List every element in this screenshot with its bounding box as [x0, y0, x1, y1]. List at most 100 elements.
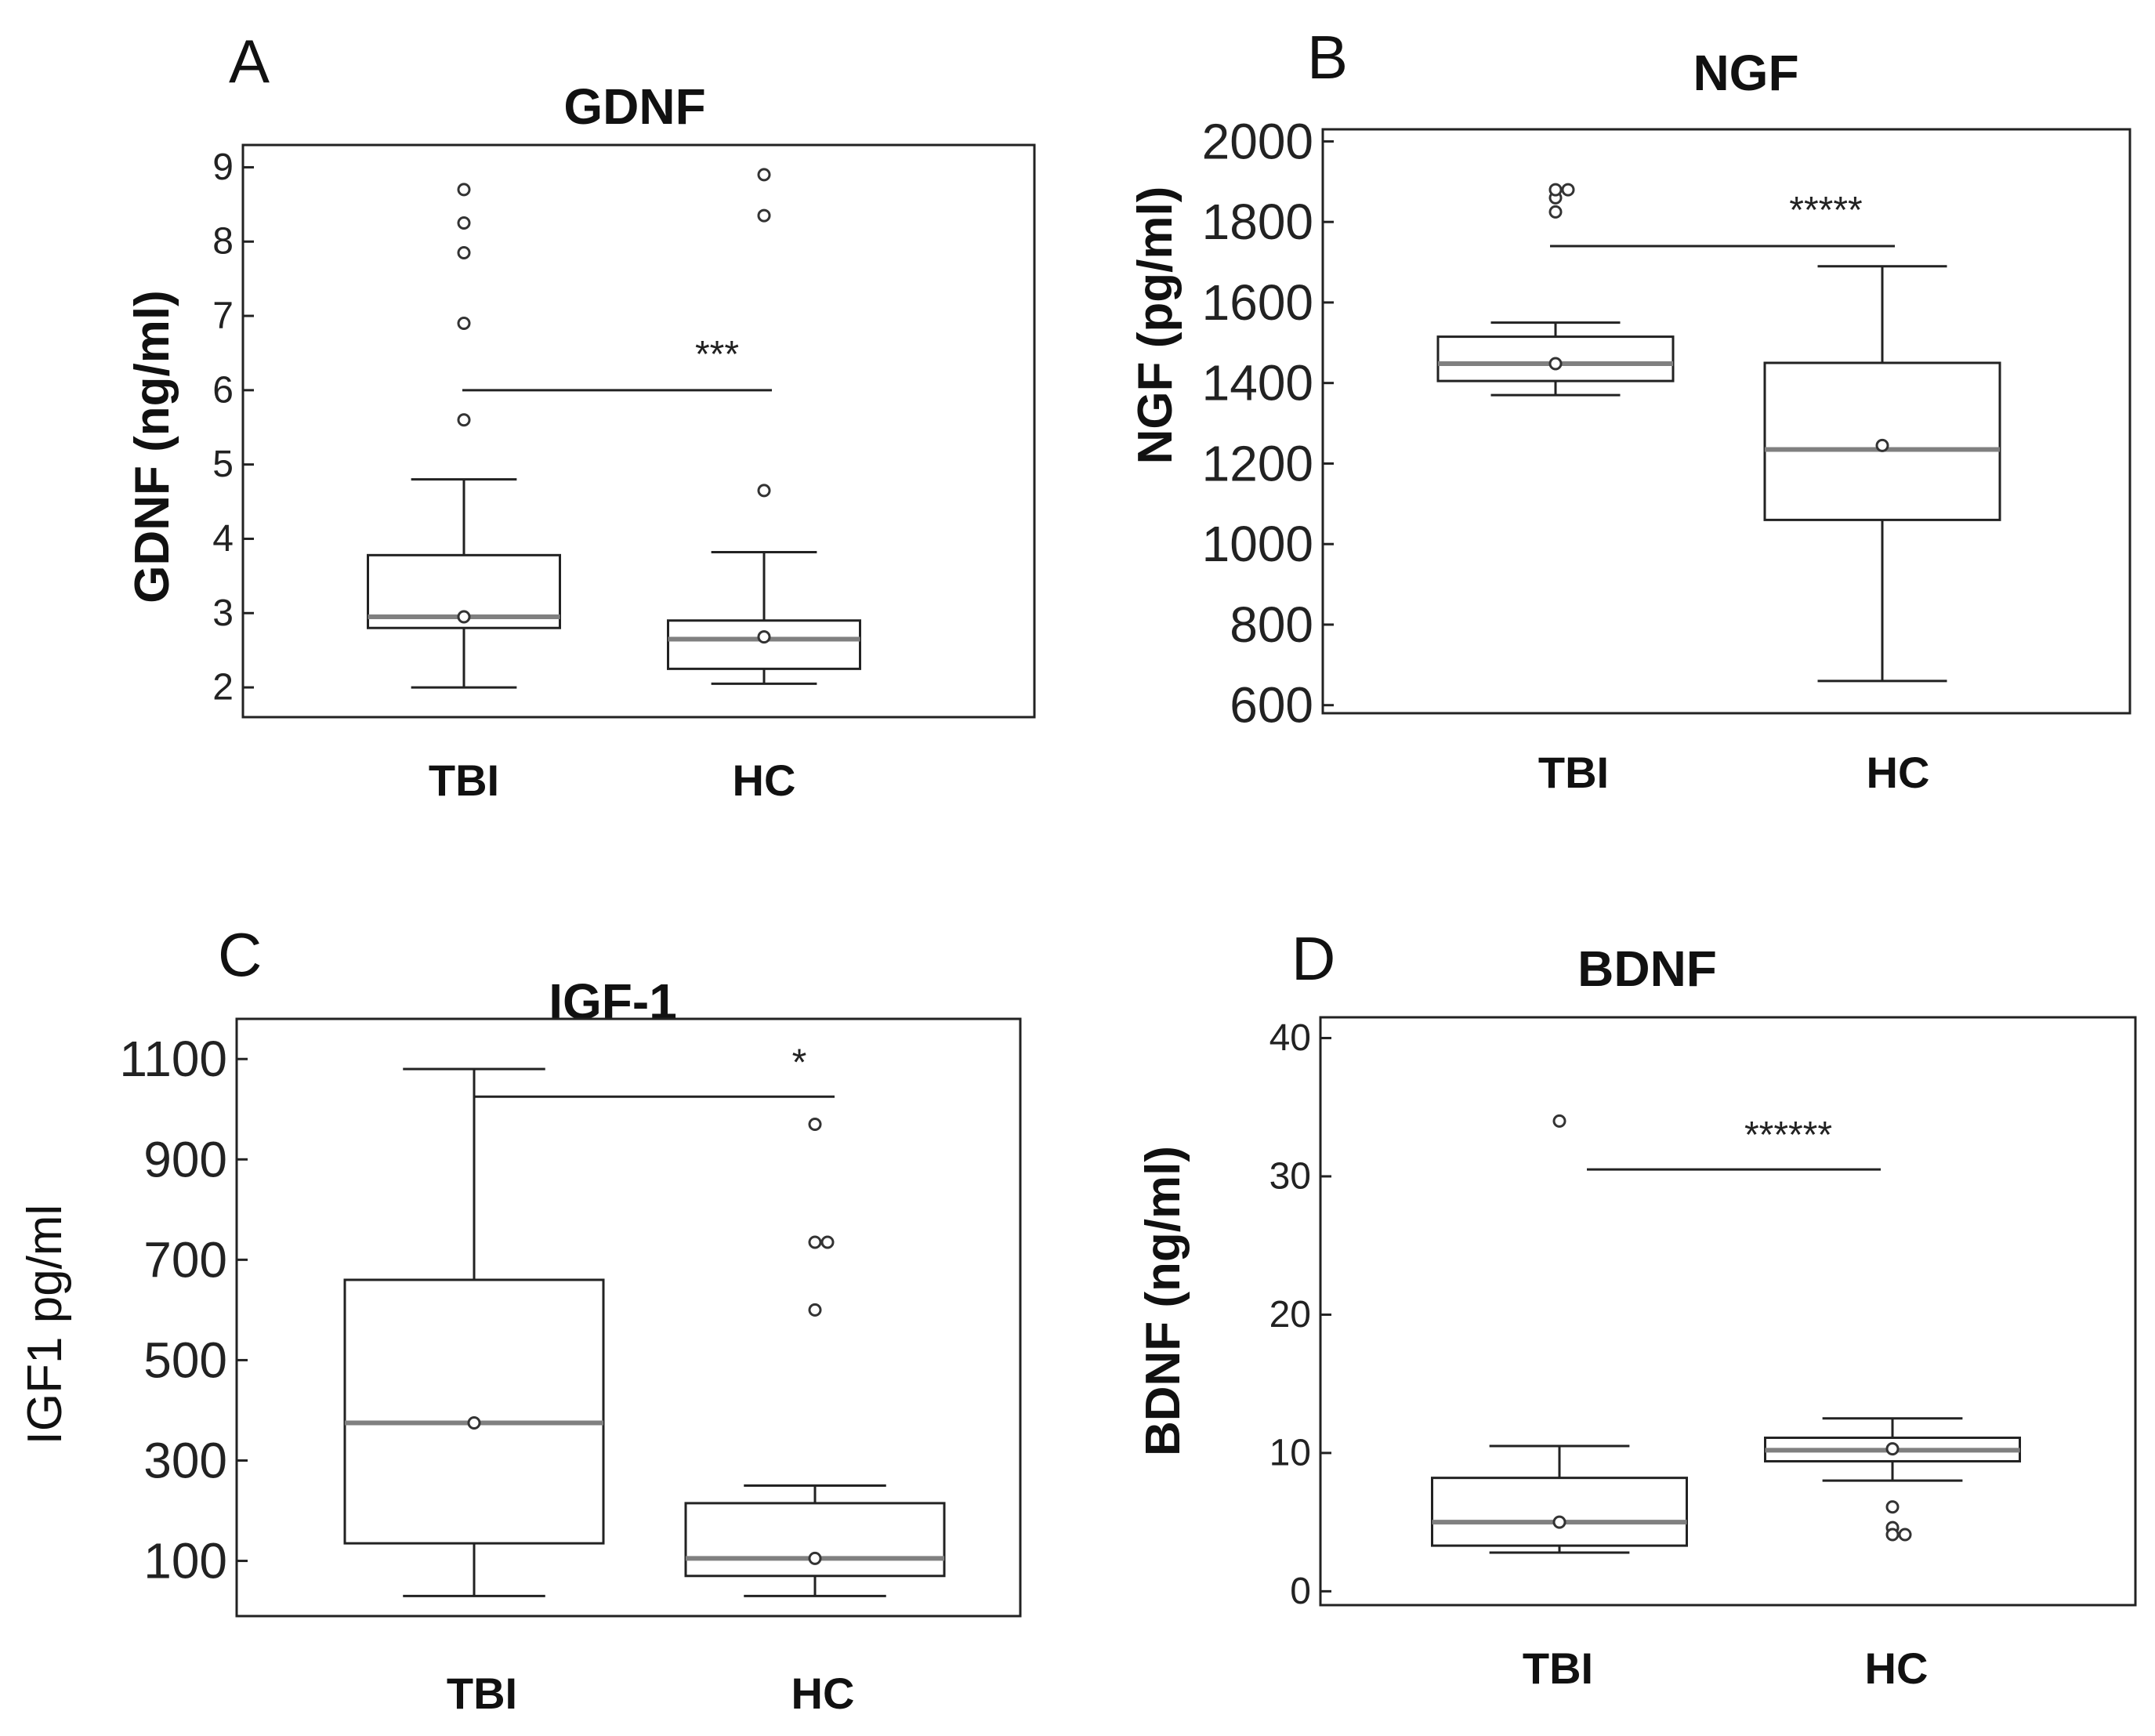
panel-c-tbi-mean-marker: [467, 1415, 481, 1430]
panel-a-hc-mean-marker: [757, 630, 771, 644]
panel-a-hc-box: [667, 619, 861, 670]
panel-c-ytick-label: 700: [143, 1231, 227, 1288]
panel-b-significance-label: *****: [1789, 190, 1862, 231]
panel-c-ytick-label: 500: [143, 1332, 227, 1388]
panel-a-category-hc: HC: [733, 756, 796, 805]
panel-d-tbi-outlier-point: [1552, 1114, 1566, 1128]
panel-c-title: IGF-1: [549, 973, 677, 1030]
panel-d-tbi-mean-marker: [1552, 1515, 1566, 1529]
panel-b-tbi-outlier-point: [1548, 205, 1563, 219]
panel-d-tbi-box: [1431, 1477, 1688, 1547]
panel-b-ylabel: NGF (pg/ml): [1128, 187, 1183, 465]
panel-b-ytick-label: 1000: [1202, 516, 1313, 572]
panel-a-ytick-label: 2: [212, 667, 234, 709]
panel-a-boxes: [367, 168, 861, 689]
panel-d-significance: ******: [1587, 1114, 1881, 1171]
panel-b-category-tbi: TBI: [1538, 748, 1609, 797]
panel-c-hc-outlier-point: [820, 1235, 835, 1249]
panel-c-y-axis: 100 300 500 700 900 1100: [119, 1031, 248, 1589]
panel-c-plot-frame: [235, 1017, 1022, 1618]
panel-c-ytick-label: 900: [143, 1131, 227, 1187]
panel-c-hc-mean-marker: [808, 1551, 822, 1565]
panel-a-category-tbi: TBI: [429, 756, 499, 805]
panel-c-ytick-label: 300: [143, 1432, 227, 1488]
panel-c-ytick-label: 100: [143, 1533, 227, 1589]
panel-b-ytick-label: 2000: [1202, 113, 1313, 169]
panel-b-hc-mean-marker: [1875, 438, 1889, 452]
panel-b-ytick-label: 600: [1230, 677, 1313, 734]
panel-a-ytick-label: 8: [212, 221, 234, 263]
panel-a-significance-label: ***: [695, 334, 739, 375]
panel-d-ytick-label: 0: [1290, 1571, 1311, 1612]
panel-c-significance-label: *: [792, 1042, 807, 1083]
panel-letter-b: B: [1307, 23, 1348, 92]
panel-a-hc-outlier-point: [757, 208, 771, 223]
panel-a-significance: ***: [462, 334, 772, 392]
panel-b-category-hc: HC: [1867, 748, 1930, 797]
panel-d-boxes: [1431, 1114, 2021, 1554]
panel-c-igf1: C IGF-1 IGF1 pg/ml 100 300 500 700 900 1100 *…: [18, 920, 1022, 1718]
panel-a-plot-frame: [241, 143, 1036, 719]
panel-b-ytick-label: 1400: [1202, 355, 1313, 411]
panel-a-y-axis: 2 3 4 5 6 7 8 9: [212, 147, 254, 709]
panel-a-ytick-label: 9: [212, 147, 234, 188]
panel-d-ylabel: BDNF (ng/ml): [1136, 1146, 1190, 1456]
panel-b-tbi-mean-marker: [1548, 357, 1563, 371]
panel-d-y-axis: 0 10 20 30 40: [1269, 1017, 1331, 1612]
panel-a-ytick-label: 5: [212, 444, 234, 485]
panel-a-hc-outlier-point: [757, 168, 771, 182]
panel-b-ytick-label: 1600: [1202, 274, 1313, 331]
panel-a-tbi-outlier-point: [457, 317, 471, 331]
panel-d-ytick-label: 10: [1269, 1432, 1311, 1473]
panel-d-ytick-label: 30: [1269, 1155, 1311, 1197]
panel-d-ytick-label: 20: [1269, 1294, 1311, 1336]
panel-a-ytick-label: 7: [212, 295, 234, 337]
panel-d-title: BDNF: [1577, 940, 1717, 997]
panel-a-ytick-label: 3: [212, 593, 234, 634]
panel-letter-a: A: [229, 27, 270, 96]
panel-b-ytick-label: 1200: [1202, 435, 1313, 491]
panel-b-ytick-label: 1800: [1202, 194, 1313, 250]
panel-d-category-hc: HC: [1865, 1644, 1929, 1693]
panel-d-hc-outlier-point: [1898, 1528, 1912, 1542]
panel-d-category-tbi: TBI: [1523, 1644, 1593, 1693]
panel-a-hc-outlier-point: [757, 484, 771, 498]
panel-a-ytick-label: 6: [212, 369, 234, 411]
panel-c-boxes: [343, 1067, 946, 1597]
panel-a-gdnf: A GDNF GDNF (ng/ml) 2 3 4 5 6 7 8 9 *** TBI HC: [125, 27, 1036, 805]
panel-a-tbi-mean-marker: [457, 610, 471, 624]
panel-b-y-axis: 600 800 1000 1200 1400 1600 1800 2000: [1202, 113, 1334, 734]
panel-c-hc-outlier-point: [808, 1303, 822, 1317]
panel-b-tbi-outlier-point: [1548, 183, 1563, 197]
panel-b-plot-frame: [1321, 128, 2131, 715]
panel-letter-c: C: [218, 920, 262, 989]
panel-a-ytick-label: 4: [212, 518, 234, 560]
panel-d-hc-outlier-point: [1885, 1500, 1900, 1514]
panel-a-title: GDNF: [563, 78, 705, 135]
panel-d-bdnf: D BDNF BDNF (ng/ml) 0 10 20 30 40 ****** TBI…: [1136, 924, 2137, 1693]
panel-letter-d: D: [1291, 924, 1335, 993]
panel-c-ytick-label: 1100: [119, 1031, 227, 1087]
panel-a-ylabel: GDNF (ng/ml): [125, 290, 179, 603]
panel-a-tbi-outlier-point: [457, 413, 471, 427]
panel-c-hc-outlier-point: [808, 1235, 822, 1249]
panel-b-significance: *****: [1550, 190, 1895, 248]
panel-d-ytick-label: 40: [1269, 1017, 1311, 1059]
panel-b-title: NGF: [1693, 45, 1798, 101]
panel-a-tbi-outlier-point: [457, 216, 471, 230]
panel-c-category-hc: HC: [791, 1669, 855, 1718]
panel-b-tbi-outlier-point: [1561, 183, 1575, 197]
panel-c-tbi-box: [343, 1278, 605, 1545]
panel-c-category-tbi: TBI: [447, 1669, 517, 1718]
panel-d-significance-label: ******: [1744, 1114, 1832, 1156]
panel-d-plot-frame: [1319, 1016, 2137, 1607]
panel-b-ngf: B NGF NGF (pg/ml) 600 800 1000 1200 1400 1600…: [1128, 23, 2131, 797]
panel-c-hc-outlier-point: [808, 1117, 822, 1131]
panel-c-ylabel: IGF1 pg/ml: [18, 1205, 72, 1445]
panel-a-tbi-outlier-point: [457, 183, 471, 197]
panel-d-hc-outlier-point: [1885, 1528, 1900, 1542]
panel-d-hc-mean-marker: [1885, 1442, 1900, 1456]
panel-a-tbi-outlier-point: [457, 245, 471, 259]
panel-b-ytick-label: 800: [1230, 596, 1313, 653]
panel-b-boxes: [1436, 183, 2001, 683]
